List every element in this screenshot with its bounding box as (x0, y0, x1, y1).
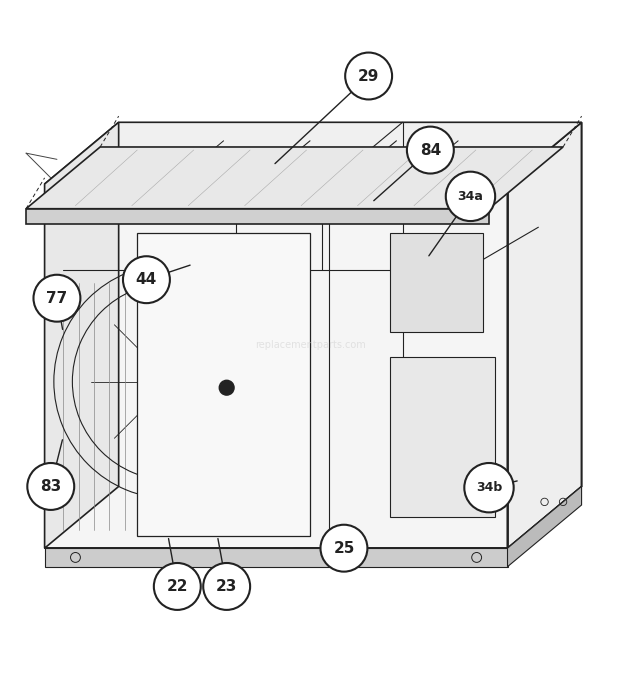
Circle shape (123, 256, 170, 303)
Polygon shape (137, 234, 310, 536)
Polygon shape (26, 209, 489, 224)
Text: 22: 22 (167, 579, 188, 594)
Text: 23: 23 (216, 579, 237, 594)
Circle shape (33, 275, 81, 322)
Circle shape (203, 563, 250, 610)
Polygon shape (45, 548, 508, 566)
Polygon shape (390, 357, 495, 517)
Text: 83: 83 (40, 479, 61, 494)
Circle shape (321, 525, 368, 572)
Polygon shape (26, 147, 563, 209)
Text: 77: 77 (46, 291, 68, 306)
Circle shape (154, 563, 201, 610)
Text: 34b: 34b (476, 481, 502, 494)
Circle shape (345, 52, 392, 99)
Circle shape (407, 127, 454, 174)
Circle shape (27, 463, 74, 510)
Polygon shape (508, 123, 582, 548)
Polygon shape (45, 184, 508, 548)
Polygon shape (390, 234, 483, 332)
Text: 34a: 34a (458, 190, 484, 203)
Text: 29: 29 (358, 68, 379, 83)
Text: replacementparts.com: replacementparts.com (255, 340, 365, 349)
Polygon shape (45, 123, 118, 548)
Circle shape (446, 172, 495, 221)
Text: 84: 84 (420, 143, 441, 158)
Circle shape (219, 380, 234, 395)
Text: 44: 44 (136, 272, 157, 287)
Text: 25: 25 (334, 541, 355, 556)
Circle shape (464, 463, 514, 513)
Polygon shape (508, 486, 582, 566)
Polygon shape (45, 123, 582, 184)
